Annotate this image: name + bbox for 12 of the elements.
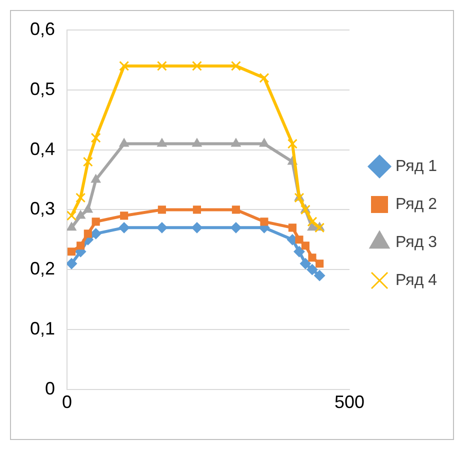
y-tick-label: 0,4: [30, 138, 56, 159]
y-tick-label: 0,6: [30, 18, 56, 39]
y-tick-label: 0,2: [30, 258, 56, 279]
y-tick-label: 0,3: [30, 198, 56, 219]
x-tick-label: 500: [334, 392, 365, 412]
legend-label: Ряд 2: [396, 196, 438, 213]
y-tick-label: 0,1: [30, 318, 56, 338]
legend-label: Ряд 3: [396, 234, 438, 251]
y-tick-label: 0,5: [30, 78, 56, 99]
y-tick-label: 0: [45, 378, 56, 398]
legend-label: Ряд 4: [396, 272, 438, 289]
legend-label: Ряд 1: [396, 158, 438, 175]
